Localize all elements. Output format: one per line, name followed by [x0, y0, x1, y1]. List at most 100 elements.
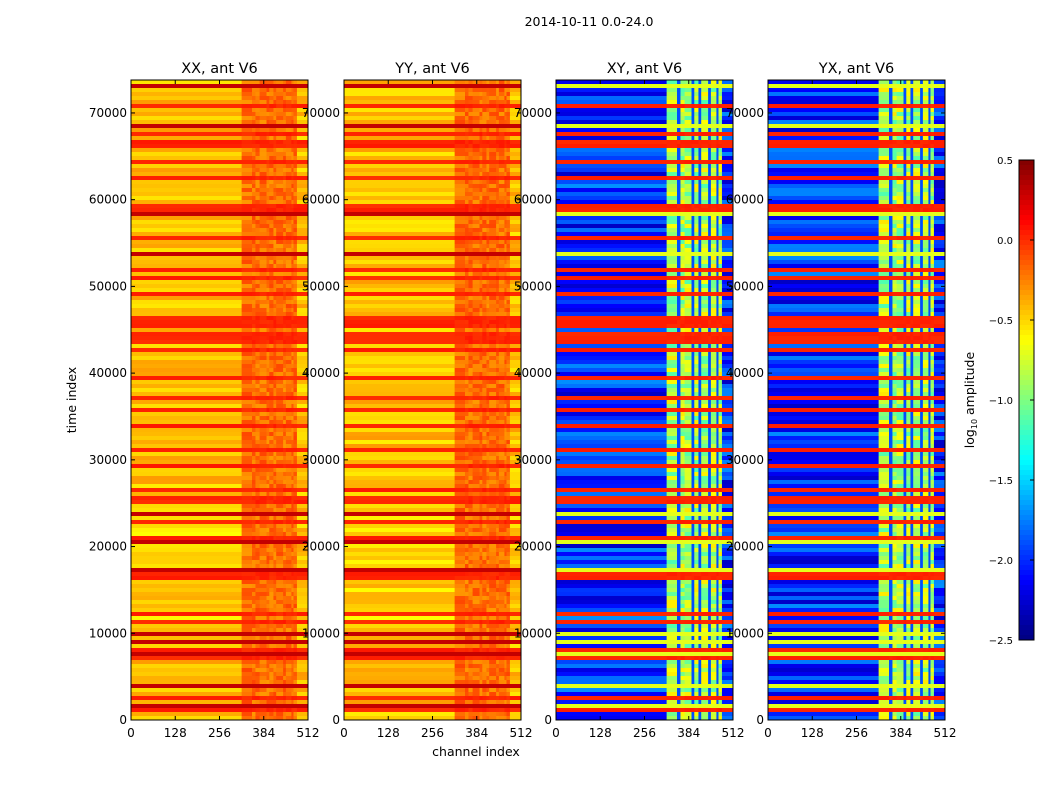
heatmap-cell: [276, 156, 283, 160]
heatmap-cell: [473, 524, 480, 528]
heatmap-cell: [667, 100, 678, 104]
heatmap-cell: [455, 532, 466, 536]
heatmap-cell: [499, 496, 505, 500]
heatmap-cell: [556, 156, 667, 160]
heatmap-cell: [701, 196, 708, 200]
heatmap-cell: [252, 432, 256, 436]
heatmap-cell: [242, 168, 253, 172]
heatmap-cell: [131, 580, 242, 584]
heatmap-cell: [286, 440, 292, 444]
heatmap-cell: [455, 400, 466, 404]
heatmap-cell: [489, 128, 496, 132]
heatmap-cell: [242, 276, 253, 280]
heatmap-cell: [242, 656, 253, 660]
heatmap-cell: [718, 176, 722, 180]
heatmap-cell: [465, 568, 469, 572]
heatmap-cell: [293, 368, 297, 372]
heatmap-cell: [252, 616, 256, 620]
heatmap-cell: [286, 88, 292, 92]
heatmap-cell: [499, 192, 505, 196]
heatmap-cell: [482, 556, 487, 560]
heatmap-cell: [468, 700, 473, 704]
heatmap-cell: [276, 456, 283, 460]
heatmap-cell: [489, 680, 496, 684]
heatmap-cell: [455, 384, 466, 388]
heatmap-cell: [131, 712, 242, 716]
heatmap-cell: [506, 440, 510, 444]
heatmap-cell: [465, 212, 469, 216]
heatmap-cell: [344, 180, 455, 184]
heatmap-cell: [510, 184, 522, 188]
heatmap-cell: [489, 536, 496, 540]
heatmap-cell: [242, 692, 253, 696]
heatmap-cell: [276, 448, 283, 452]
heatmap-cell: [468, 252, 473, 256]
heatmap-cell: [297, 96, 309, 100]
heatmap-cell: [482, 604, 487, 608]
heatmap-cell: [473, 356, 480, 360]
heatmap-cell: [468, 428, 473, 432]
heatmap-cell: [473, 512, 480, 516]
heatmap-cell: [482, 100, 487, 104]
heatmap-cell: [473, 568, 480, 572]
heatmap-cell: [242, 704, 253, 708]
heatmap-cell: [455, 524, 466, 528]
heatmap-cell: [718, 184, 722, 188]
heatmap-cell: [255, 148, 260, 152]
heatmap-cell: [344, 624, 455, 628]
heatmap-cell: [131, 464, 242, 468]
heatmap-cell: [455, 680, 466, 684]
heatmap-cell: [276, 612, 283, 616]
heatmap-cell: [131, 192, 242, 196]
heatmap-cell: [252, 680, 256, 684]
heatmap-cell: [344, 316, 455, 320]
heatmap-cell: [510, 272, 522, 276]
heatmap-cell: [293, 560, 297, 564]
heatmap-cell: [260, 332, 267, 336]
heatmap-cell: [242, 672, 253, 676]
heatmap-cell: [255, 424, 260, 428]
heatmap-cell: [260, 172, 267, 176]
heatmap-cell: [131, 472, 242, 476]
heatmap-cell: [473, 540, 480, 544]
heatmap-cell: [297, 264, 309, 268]
heatmap-cell: [242, 172, 253, 176]
heatmap-cell: [465, 340, 469, 344]
heatmap-cell: [276, 120, 283, 124]
heatmap-cell: [269, 612, 274, 616]
heatmap-cell: [499, 540, 505, 544]
heatmap-cell: [455, 272, 466, 276]
heatmap-cell: [685, 188, 692, 192]
heatmap-cell: [260, 352, 267, 356]
heatmap-cell: [255, 240, 260, 244]
heatmap-cell: [252, 492, 256, 496]
heatmap-cell: [473, 384, 480, 388]
heatmap-cell: [694, 120, 699, 124]
heatmap-cell: [293, 484, 297, 488]
heatmap-cell: [506, 344, 510, 348]
heatmap-cell: [489, 344, 496, 348]
heatmap-cell: [276, 284, 283, 288]
heatmap-cell: [499, 160, 505, 164]
heatmap-cell: [131, 360, 242, 364]
heatmap-cell: [499, 308, 505, 312]
heatmap-cell: [255, 612, 260, 616]
heatmap-cell: [276, 584, 283, 588]
heatmap-cell: [701, 84, 708, 88]
heatmap-cell: [473, 560, 480, 564]
heatmap-cell: [344, 636, 455, 640]
heatmap-cell: [499, 352, 505, 356]
heatmap-cell: [685, 84, 692, 88]
heatmap-cell: [276, 304, 283, 308]
heatmap-cell: [667, 164, 678, 168]
heatmap-cell: [473, 120, 480, 124]
heatmap-cell: [242, 616, 253, 620]
heatmap-cell: [293, 648, 297, 652]
heatmap-cell: [455, 336, 466, 340]
heatmap-cell: [286, 188, 292, 192]
heatmap-cell: [286, 596, 292, 600]
heatmap-cell: [260, 576, 267, 580]
heatmap-cell: [269, 172, 274, 176]
heatmap-cell: [252, 472, 256, 476]
heatmap-cell: [510, 488, 522, 492]
